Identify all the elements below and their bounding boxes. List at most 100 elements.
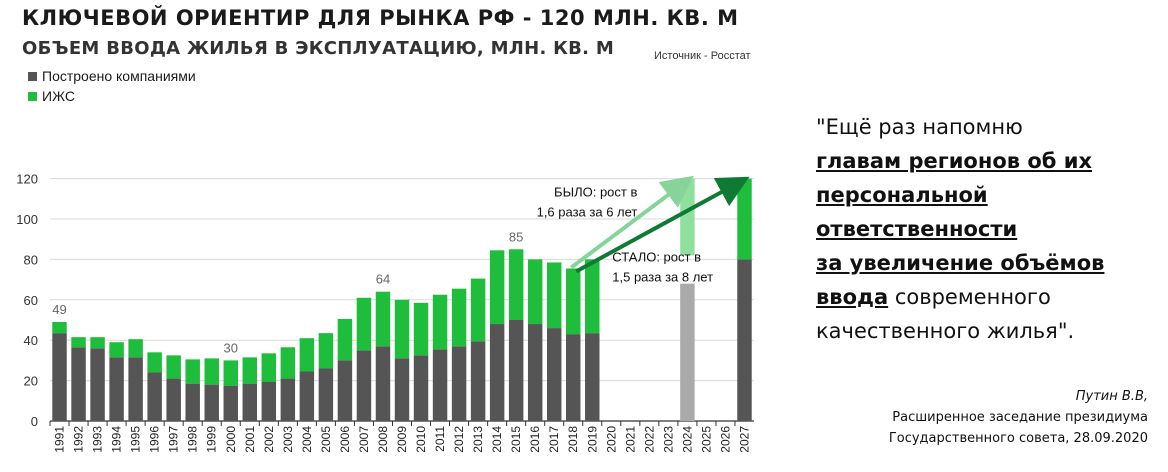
x-tick-label-1998: 1998	[186, 426, 200, 453]
bar-plan-2024-green	[680, 178, 695, 256]
x-tick-label-2000: 2000	[224, 426, 238, 453]
quote-line-7: качественного жилья".	[816, 319, 1075, 343]
x-tick-label-2027: 2027	[737, 426, 751, 453]
x-tick-label-2015: 2015	[509, 426, 523, 453]
bar-companies-2010	[413, 355, 429, 421]
x-tick-label-2019: 2019	[585, 426, 599, 453]
y-tick-label-40: 40	[24, 333, 38, 348]
bar-izhs-1991	[52, 322, 67, 334]
x-tick-label-1991: 1991	[53, 426, 67, 453]
bar-izhs-1999	[204, 358, 219, 385]
quote-line-3: персональной	[816, 183, 988, 207]
bar-companies-2018	[566, 334, 581, 421]
bar-companies-2011	[432, 349, 448, 421]
housing-bar-chart: 0 20 40 60 80 100 120 1991 1992 1993 1994 1995 1996…	[16, 172, 754, 453]
bar-companies-2013	[470, 341, 486, 421]
quote-line-6-rest: современного	[888, 285, 1051, 309]
y-tick-label-0: 0	[31, 414, 38, 429]
x-tick-label-2021: 2021	[623, 426, 637, 453]
bar-companies-2019	[585, 333, 600, 421]
annotations: БЫЛО: рост в 1,6 раза за 6 лет СТАЛО: рост…	[537, 175, 750, 284]
annotation-bylo-line2: 1,6 раза за 6 лет	[537, 205, 638, 220]
quote-line-6-bold: ввода	[816, 285, 889, 309]
x-tick-label-2007: 2007	[357, 426, 371, 453]
quote-line-2: главам регионов об их	[816, 149, 1093, 173]
x-tick-label-2009: 2009	[395, 426, 409, 453]
x-tick-label-1997: 1997	[167, 426, 181, 453]
bar-companies-2005	[318, 368, 334, 421]
bar-companies-1991	[52, 333, 67, 421]
y-tick-label-100: 100	[16, 212, 38, 227]
bar-companies-2017	[546, 328, 562, 421]
bar-companies-1998	[185, 383, 200, 421]
arrow-bylo	[570, 175, 694, 270]
bar-companies-2014	[489, 324, 505, 421]
bar-izhs-1993	[90, 337, 105, 349]
bar-izhs-2001	[242, 357, 258, 384]
bar-companies-1994	[109, 357, 124, 421]
x-tick-label-2012: 2012	[452, 426, 466, 453]
x-tick-label-2026: 2026	[718, 426, 732, 453]
x-tick-label-2001: 2001	[243, 426, 257, 453]
bar-companies-1997	[166, 378, 181, 421]
bar-companies-2006	[337, 360, 353, 421]
y-axis-ticks: 0 20 40 60 80 100 120	[16, 172, 38, 429]
bar-companies-1993	[90, 348, 105, 421]
x-tick-label-1993: 1993	[91, 426, 105, 453]
data-label-2008: 64	[376, 272, 390, 287]
bar-companies-1995	[128, 357, 143, 421]
bar-izhs-2002	[261, 353, 277, 382]
y-tick-label-20: 20	[24, 374, 38, 389]
legend-item-companies: Построено компаниями	[28, 66, 196, 86]
putin-quote: "Ещё раз напомню главам регионов об их п…	[816, 110, 1166, 348]
data-label-2000: 30	[224, 340, 238, 355]
x-tick-label-2010: 2010	[414, 426, 428, 453]
chart-title: КЛЮЧЕВОЙ ОРИЕНТИР ДЛЯ РЫНКА РФ - 120 МЛН…	[22, 6, 739, 30]
quote-attribution: Путин В.В, Расширенное заседание президи…	[889, 386, 1148, 449]
x-tick-label-2025: 2025	[699, 426, 713, 453]
x-tick-label-2011: 2011	[433, 426, 447, 452]
x-tick-label-2024: 2024	[680, 426, 694, 453]
annotation-stalo-line2: 1,5 раза за 8 лет	[612, 269, 713, 284]
bars	[52, 178, 752, 421]
bar-izhs-2000	[223, 360, 238, 386]
bar-companies-2000	[223, 385, 238, 421]
bar-izhs-2008	[375, 291, 391, 347]
x-tick-label-2018: 2018	[566, 426, 580, 453]
bar-izhs-2004	[299, 338, 315, 372]
annotation-bylo-line1: БЫЛО: рост в	[554, 185, 637, 200]
y-tick-label-120: 120	[16, 172, 38, 187]
arrow-stalo	[575, 176, 750, 274]
y-tick-label-60: 60	[24, 293, 38, 308]
bar-izhs-2013	[470, 278, 486, 342]
bar-izhs-2018	[566, 268, 581, 335]
legend-label-izhs: ИЖС	[42, 88, 75, 104]
bar-companies-2002	[261, 381, 277, 421]
x-tick-label-2023: 2023	[661, 426, 675, 453]
bar-companies-1992	[71, 347, 86, 421]
bar-izhs-2007	[356, 297, 372, 351]
bar-izhs-2006	[337, 318, 353, 361]
bar-companies-2008	[375, 346, 391, 421]
x-tick-label-2004: 2004	[300, 426, 314, 453]
x-tick-label-2017: 2017	[547, 426, 561, 453]
x-tick-label-1996: 1996	[148, 426, 162, 453]
bar-izhs-2012	[451, 288, 467, 347]
legend: Построено компаниями ИЖС	[28, 66, 196, 106]
x-tick-label-1999: 1999	[205, 426, 219, 453]
attribution-date: Государственного совета, 28.09.2020	[888, 431, 1148, 446]
bar-izhs-2010	[413, 302, 429, 356]
bar-izhs-2005	[318, 333, 334, 369]
x-tick-label-2003: 2003	[281, 426, 295, 453]
x-tick-label-1992: 1992	[72, 426, 86, 453]
bar-companies-1996	[147, 372, 162, 421]
bar-companies-2027	[737, 259, 752, 421]
x-tick-label-2016: 2016	[528, 426, 542, 453]
bar-izhs-2017	[546, 262, 562, 329]
bar-izhs-1996	[147, 352, 162, 373]
bar-izhs-1997	[166, 355, 181, 379]
data-labels: 49 30 64 85	[52, 229, 523, 355]
bar-izhs-2027	[737, 178, 752, 260]
legend-swatch-izhs	[28, 91, 37, 101]
bar-companies-2015	[508, 320, 524, 421]
